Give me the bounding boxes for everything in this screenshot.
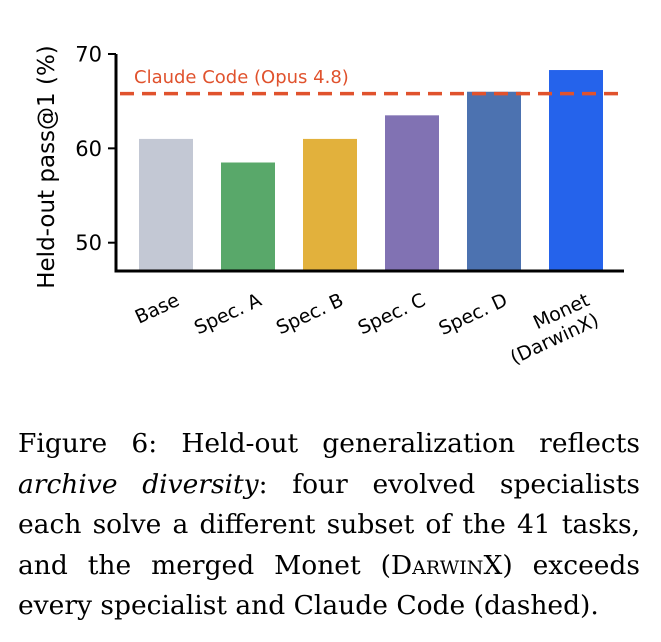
x-label-2: Spec. B [273, 289, 347, 339]
caption-smallcaps: Darwin [390, 549, 484, 581]
caption-x: X [483, 549, 503, 581]
caption-emphasis: archive diversity [18, 468, 259, 500]
x-label-0: Base [132, 289, 183, 328]
figure-label: Figure 6: [18, 428, 158, 459]
bar-2 [303, 138, 357, 271]
bar-3 [385, 115, 439, 272]
x-label-3: Spec. C [355, 289, 429, 339]
bars-group [139, 70, 603, 272]
caption-body-2: ) exceeds every specialist and Claude Co… [18, 549, 640, 622]
x-labels-group: Base Spec. A Spec. B Spec. C Spec. D Monet(Da… [132, 289, 603, 369]
caption-lead: Held-out generalization reflects [181, 428, 640, 459]
bar-1 [221, 162, 275, 271]
y-ticks-group: 50 60 70 [75, 43, 116, 255]
x-tick-label: Spec. A [191, 289, 265, 339]
x-label-1: Spec. A [191, 289, 265, 339]
y-axis-label: Held-out pass@1 (%) [34, 45, 60, 289]
x-tick-label: Spec. B [273, 289, 347, 339]
x-tick-label: Base [132, 289, 183, 328]
axes-group [114, 54, 624, 273]
bar-5 [549, 70, 603, 272]
x-tick-label: Spec. C [355, 289, 429, 339]
bar-4 [467, 91, 521, 271]
reference-line-group: Claude Code (Opus 4.8) [120, 67, 624, 96]
x-label-4: Spec. D [435, 289, 510, 340]
bar-0 [139, 138, 193, 271]
reference-line-label: Claude Code (Opus 4.8) [134, 67, 349, 88]
caption-body-1: : four evolved specialists each solve a … [18, 468, 640, 581]
y-tick-label: 70 [75, 43, 102, 67]
x-label-5: Monet(DarwinX) [507, 289, 602, 369]
y-tick-label: 60 [75, 137, 102, 161]
y-tick-label: 50 [75, 231, 102, 255]
x-tick-label: Spec. D [435, 289, 510, 340]
figure-caption: Figure 6: Held-out generalization reflec… [18, 424, 640, 627]
